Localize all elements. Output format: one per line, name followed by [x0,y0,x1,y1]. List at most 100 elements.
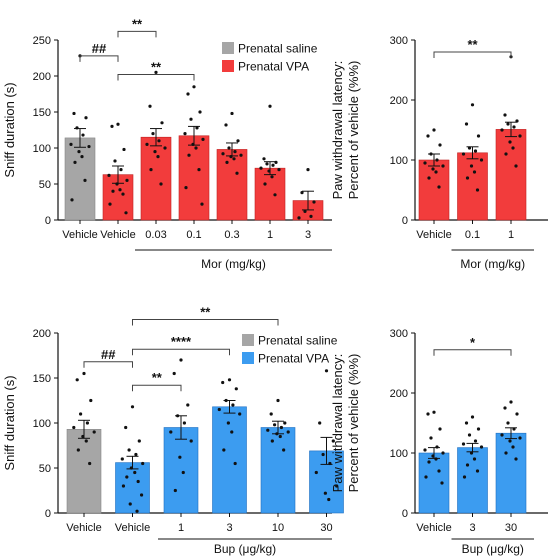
x-tick-label: Vehicle [416,229,451,241]
legend-label: Prenatal VPA [238,60,309,74]
data-point [83,178,87,182]
data-point [475,188,480,192]
data-point [472,457,477,461]
data-point [508,439,512,443]
data-point [509,400,513,404]
significance-label: ** [467,37,478,52]
data-point [271,163,275,167]
significance-label: ## [101,347,116,362]
data-point [426,412,430,416]
panel-c: 0 50 100 150 200 Sniff duration (s) Vehicle Veh… [2,305,344,556]
data-point [512,125,516,129]
legend-label: Prenatal saline [238,42,318,56]
legend: Prenatal saline Prenatal VPA [242,334,338,366]
significance-bracket [117,74,195,81]
data-point [160,121,164,125]
data-point [235,171,239,175]
significance-bracket [433,349,512,356]
data-point [194,146,198,150]
data-point [479,158,484,162]
data-point [84,116,88,120]
data-point [467,433,472,437]
data-point [469,164,474,168]
legend-label: Prenatal saline [258,334,338,348]
panel-a: 0 50 100 150 200 250 Sniff duration (s) Vehicle… [2,16,332,271]
data-point [238,412,242,416]
data-point [81,133,85,137]
data-point [125,178,129,182]
data-point [189,117,193,121]
data-point [148,104,152,108]
data-point [431,167,435,171]
data-point [92,430,96,434]
y-axis-title: Sniff duration (s) [2,82,17,177]
data-point [427,176,431,180]
data-point [192,85,196,89]
data-point [87,144,91,149]
data-point [464,421,469,425]
data-point [227,378,232,382]
y-tick-label: 0 [402,508,408,520]
y-tick-label: 100 [390,155,408,167]
legend-label: Prenatal VPA [258,352,329,366]
data-point [221,152,225,156]
significance-marker: ** [132,305,279,326]
data-point [72,425,76,430]
significance-bracket [117,30,157,38]
significance-bracket [132,348,230,356]
significance-bracket [83,361,133,368]
panel-d: 0 100 200 300 Paw withdrawal latency:Percent… [330,328,548,556]
data-point [262,157,266,161]
data-point [259,166,263,170]
x-tick-label: 3 [226,522,232,534]
data-point [186,92,190,96]
y-tick-label: 150 [33,107,51,119]
data-point [182,421,186,425]
data-point [111,189,115,193]
data-point [518,134,522,138]
x-tick-label: 0.3 [224,229,239,241]
data-point [127,448,131,452]
data-point [424,475,428,479]
bar [163,427,199,514]
bar [178,135,210,221]
data-point [518,436,522,440]
data-point [423,448,427,452]
y-tick-label: 200 [390,388,408,400]
data-point [82,371,86,376]
data-point [222,448,226,452]
significance-marker: ## [79,41,119,62]
data-point [72,111,76,116]
data-point [500,128,504,132]
data-point [230,430,234,434]
bar [216,149,248,221]
significance-marker: ## [83,347,133,368]
data-point [113,159,117,163]
data-point [183,132,187,136]
significance-bracket [79,55,119,62]
y-tick-label: 200 [33,328,51,340]
data-point [84,439,88,443]
data-point [318,421,322,425]
data-point [279,425,283,430]
significance-label: ** [152,370,163,385]
bar [495,432,527,514]
data-point [461,442,466,446]
data-point [73,160,77,164]
data-point [134,452,138,457]
significance-label: * [470,335,476,350]
data-point [286,430,290,434]
data-point [154,70,158,74]
significance-label: ** [151,60,162,75]
data-point [432,410,436,414]
data-point [263,182,267,186]
y-axis-title: Sniff duration (s) [2,375,17,470]
data-point [435,445,439,449]
data-point [217,407,221,412]
data-point [231,403,235,407]
bar [260,427,296,514]
data-point [278,434,282,439]
data-point [470,103,475,107]
data-point [297,216,301,220]
data-point [89,398,93,403]
